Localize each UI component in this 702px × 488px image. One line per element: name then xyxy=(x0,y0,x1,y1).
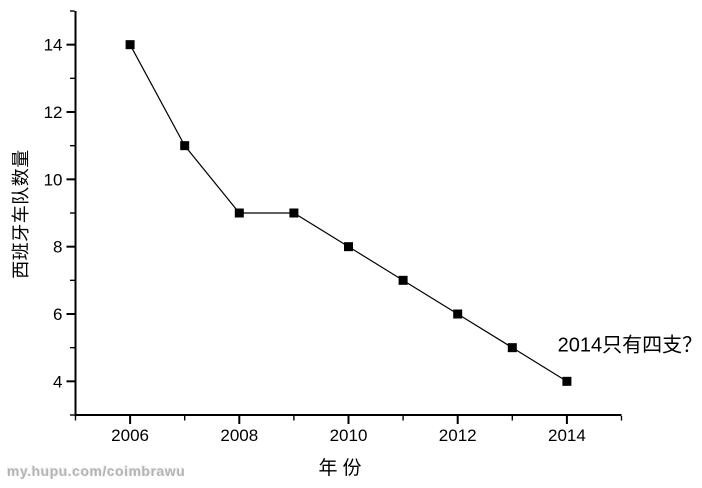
data-point-marker xyxy=(234,208,244,218)
x-axis-title: 年份 xyxy=(318,457,366,479)
y-tick-label: 14 xyxy=(44,36,63,55)
series-line xyxy=(129,44,568,382)
data-point-marker xyxy=(398,275,408,285)
data-point-marker xyxy=(453,309,463,319)
x-tick-label: 2006 xyxy=(111,426,149,445)
data-point-marker xyxy=(562,376,572,386)
x-tick-label: 2010 xyxy=(330,426,368,445)
data-point-marker xyxy=(289,208,299,218)
y-axis-title: 西班牙车队数量 xyxy=(11,149,31,279)
y-tick-label: 12 xyxy=(44,103,63,122)
y-tick-label: 4 xyxy=(53,372,62,391)
y-tick-label: 10 xyxy=(44,170,63,189)
data-point-marker xyxy=(180,141,190,151)
x-tick-label: 2012 xyxy=(439,426,477,445)
y-tick-label: 6 xyxy=(53,305,62,324)
y-tick-label: 8 xyxy=(53,238,62,257)
data-point-marker xyxy=(125,40,135,50)
x-tick-label: 2014 xyxy=(548,426,586,445)
annotation-text: 2014只有四支？ xyxy=(558,333,702,356)
data-point-marker xyxy=(507,343,517,353)
data-point-marker xyxy=(344,242,353,252)
watermark-text: my.hupu.com/coimbrawu xyxy=(7,463,186,479)
x-tick-label: 2008 xyxy=(220,426,258,445)
